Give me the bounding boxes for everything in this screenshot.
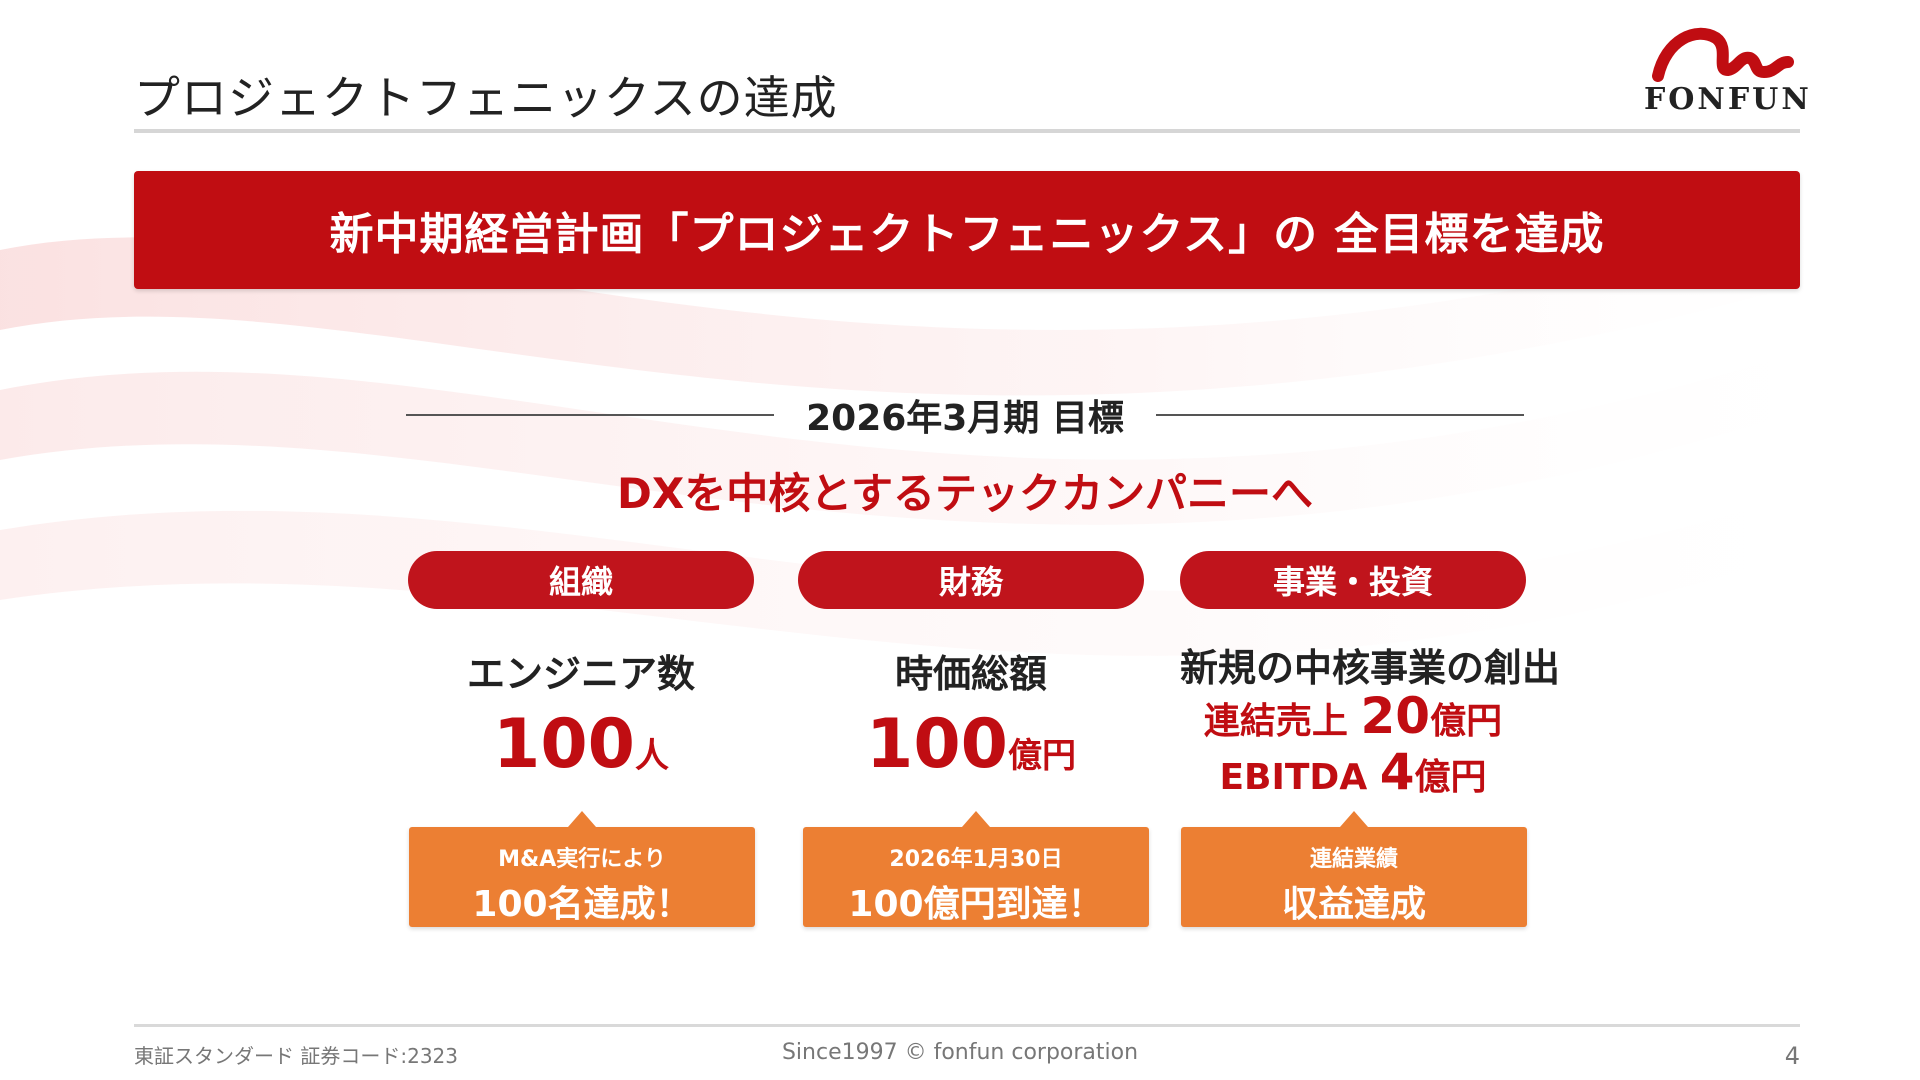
footer-divider	[134, 1024, 1800, 1027]
banner-text: 新中期経営計画「プロジェクトフェニックス」の 全目標を達成	[329, 209, 1605, 260]
revenue-label: 連結売上	[1203, 701, 1361, 742]
title-divider	[134, 129, 1800, 133]
target-label: 2026年3月期 目標	[806, 398, 1124, 439]
revenue-target: 連結売上 20億円	[1180, 687, 1526, 745]
vision-statement: DXを中核とするテックカンパニーへ	[617, 469, 1313, 518]
category-pill: 事業・投資	[1180, 551, 1526, 609]
callout-subtext: 2026年1月30日	[889, 847, 1063, 872]
target-heading: 2026年3月期 目標	[406, 390, 1524, 440]
metric-value-number: 100	[493, 705, 635, 784]
page-number: 4	[1784, 1042, 1800, 1070]
logo-mark-icon	[1652, 27, 1794, 82]
headline-banner: 新中期経営計画「プロジェクトフェニックス」の 全目標を達成	[134, 171, 1800, 289]
metric-value-number: 100	[866, 705, 1008, 784]
stock-code: 東証スタンダード 証券コード:2323	[134, 1044, 458, 1068]
revenue-unit: 億円	[1430, 701, 1503, 742]
category-pill: 財務	[798, 551, 1144, 609]
ebitda-number: 4	[1379, 743, 1415, 801]
metric-label: 時価総額	[894, 652, 1047, 696]
callout-subtext: 連結業績	[1309, 847, 1398, 872]
goal-column-organization: 組織 エンジニア数 100人	[408, 551, 754, 784]
goal-column-finance: 財務 時価総額 100億円	[798, 551, 1144, 784]
page-title: プロジェクトフェニックスの達成	[134, 71, 838, 125]
category-pill: 組織	[408, 551, 754, 609]
metric-value: 100人	[408, 705, 754, 784]
achievement-callout: M&A実行により 100名達成！	[409, 811, 755, 927]
copyright: Since1997 © fonfun corporation	[781, 1040, 1139, 1065]
callout-headline: 100億円到達！	[848, 884, 1104, 925]
revenue-number: 20	[1360, 687, 1431, 745]
metric-label: 新規の中核事業の創出	[1180, 646, 1561, 690]
achievement-callout: 連結業績 収益達成	[1181, 811, 1527, 927]
achievement-callout: 2026年1月30日 100億円到達！	[803, 811, 1149, 927]
target-line-right	[1155, 414, 1524, 416]
company-logo: FONFUN	[1638, 18, 1812, 128]
ebitda-unit: 億円	[1414, 757, 1487, 798]
callout-headline: 収益達成	[1281, 884, 1426, 925]
metric-value: 100億円	[798, 705, 1144, 784]
ebitda-label: EBITDA	[1219, 757, 1380, 798]
ebitda-target: EBITDA 4億円	[1180, 743, 1526, 801]
target-line-left	[406, 414, 775, 416]
callout-headline: 100名達成！	[472, 884, 692, 925]
callout-subtext: M&A実行により	[498, 847, 666, 872]
goal-column-business: 事業・投資 新規の中核事業の創出 連結売上 20億円 EBITDA 4億円	[1180, 551, 1561, 801]
logo-text: FONFUN	[1644, 82, 1812, 117]
metric-value-unit: 億円	[1007, 736, 1076, 776]
metric-value-unit: 人	[634, 736, 669, 776]
metric-label: エンジニア数	[466, 652, 695, 696]
